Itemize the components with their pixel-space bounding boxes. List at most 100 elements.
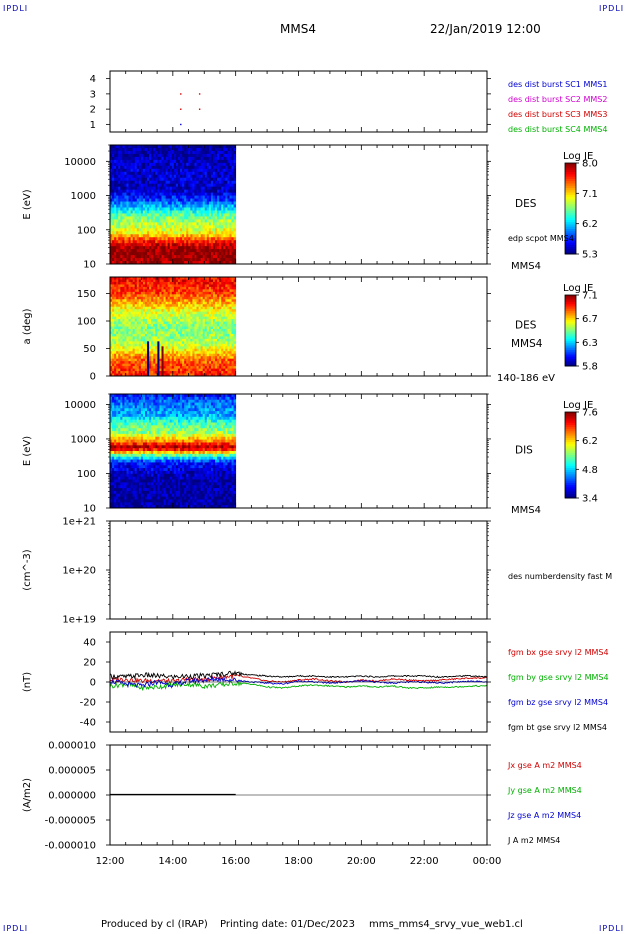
des-pitch-angle-cell	[112, 368, 115, 372]
des-energy-cell	[124, 177, 127, 182]
des-pitch-angle-cell	[202, 361, 206, 365]
des-pitch-angle-cell	[221, 281, 224, 285]
des-pitch-angle-cell	[213, 363, 216, 367]
des-energy-cell	[167, 192, 171, 196]
des-energy-cell	[132, 159, 136, 164]
des-energy-cell	[138, 243, 142, 247]
des-energy-cell	[229, 171, 232, 176]
des-energy-cell	[151, 189, 154, 194]
des-pitch-angle-cell	[190, 341, 193, 345]
des-energy-cell	[175, 204, 179, 208]
des-pitch-angle-cell	[225, 324, 228, 327]
des-pitch-angle-cell	[177, 281, 181, 285]
des-energy-cell	[140, 174, 144, 179]
des-pitch-angle-cell	[120, 304, 123, 308]
des-energy-cell	[165, 147, 169, 152]
des-pitch-angle-cell	[190, 314, 193, 318]
des-pitch-angle-cell	[147, 368, 150, 372]
des-energy-cell	[116, 249, 119, 253]
des-energy-y-tick-label: 10	[83, 260, 96, 271]
des-energy-cell	[190, 261, 193, 265]
des-energy-cell	[128, 228, 131, 232]
des-energy-cell	[190, 174, 193, 179]
des-pitch-angle-cell	[169, 304, 173, 308]
des-pitch-angle-cell	[145, 371, 148, 374]
des-energy-cell	[219, 222, 222, 226]
des-energy-cell	[159, 204, 162, 208]
des-pitch-angle-cell	[136, 294, 140, 298]
des-energy-cell	[140, 252, 144, 256]
des-energy-cell	[155, 198, 158, 202]
des-pitch-angle-cell	[136, 331, 140, 335]
des-pitch-angle-cell	[210, 289, 214, 293]
des-pitch-angle-cell	[138, 324, 142, 327]
des-pitch-angle-cell	[194, 348, 197, 352]
des-energy-cell	[192, 174, 195, 179]
des-pitch-angle-cell	[159, 316, 162, 320]
des-energy-cell	[221, 255, 224, 259]
des-pitch-angle-cell	[120, 371, 123, 374]
des-energy-cell	[126, 171, 129, 176]
des-energy-cell	[213, 195, 216, 199]
des-pitch-angle-cell	[155, 309, 158, 313]
des-pitch-angle-cell	[204, 351, 208, 355]
des-energy-cell	[130, 192, 134, 196]
des-pitch-angle-cell	[186, 363, 189, 367]
des-energy-cell	[140, 210, 144, 214]
des-energy-cell	[215, 165, 218, 170]
des-pitch-angle-cell	[175, 296, 179, 300]
des-energy-cell	[204, 189, 208, 194]
des-energy-cell	[149, 159, 152, 164]
des-energy-cell	[169, 222, 173, 226]
des-pitch-angle-cell	[196, 286, 199, 290]
des-energy-colorbar-segment	[565, 197, 576, 200]
des-pitch-angle-cell	[180, 321, 183, 325]
des-pitch-angle-cell	[206, 286, 210, 290]
des-energy-cell	[208, 201, 212, 205]
des-energy-cell	[114, 216, 117, 220]
des-energy-cell	[155, 183, 158, 188]
des-pitch-angle-cell	[219, 296, 222, 300]
des-energy-cell	[167, 246, 171, 250]
des-energy-cell	[196, 201, 199, 205]
des-pitch-angle-cell	[204, 286, 208, 290]
des-energy-cell	[134, 198, 138, 202]
des-energy-cell	[153, 171, 156, 176]
des-pitch-angle-cell	[136, 296, 140, 300]
des-pitch-angle-cell	[153, 371, 156, 374]
des-pitch-angle-cell	[126, 361, 129, 365]
des-pitch-angle-cell	[142, 343, 146, 347]
des-energy-cell	[213, 168, 216, 173]
des-energy-cell	[182, 162, 185, 167]
des-pitch-angle-cell	[147, 341, 150, 345]
des-pitch-angle-cell	[138, 346, 142, 350]
des-energy-cell	[196, 210, 199, 214]
des-pitch-angle-cell	[206, 277, 210, 280]
des-pitch-angle-cell	[204, 341, 208, 345]
des-energy-cell	[221, 240, 224, 244]
des-pitch-angle-cell	[165, 363, 169, 367]
des-pitch-angle-cell	[198, 286, 202, 290]
des-pitch-angle-cell	[200, 299, 204, 303]
des-energy-cell	[157, 165, 160, 170]
des-pitch-angle-cell	[163, 358, 167, 362]
des-pitch-angle-cell	[208, 299, 212, 303]
des-energy-cell	[161, 210, 164, 214]
des-pitch-angle-cell	[114, 328, 117, 332]
des-energy-cell	[173, 225, 177, 229]
des-energy-cell	[138, 240, 142, 244]
des-pitch-angle-cell	[140, 336, 144, 340]
des-energy-cell	[118, 156, 121, 161]
des-energy-cell	[192, 255, 195, 259]
des-pitch-angle-cell	[171, 304, 175, 308]
des-pitch-angle-cell	[198, 277, 202, 280]
des-pitch-angle-cell	[155, 299, 158, 303]
des-pitch-angle-cell	[227, 301, 230, 305]
des-energy-cell	[145, 240, 148, 244]
des-energy-cell	[227, 171, 230, 176]
des-energy-cell	[204, 192, 208, 196]
des-energy-cell	[136, 145, 140, 149]
des-pitch-angle-cell	[110, 301, 113, 305]
des-energy-cell	[120, 180, 123, 185]
des-pitch-angle-cell	[192, 321, 195, 325]
